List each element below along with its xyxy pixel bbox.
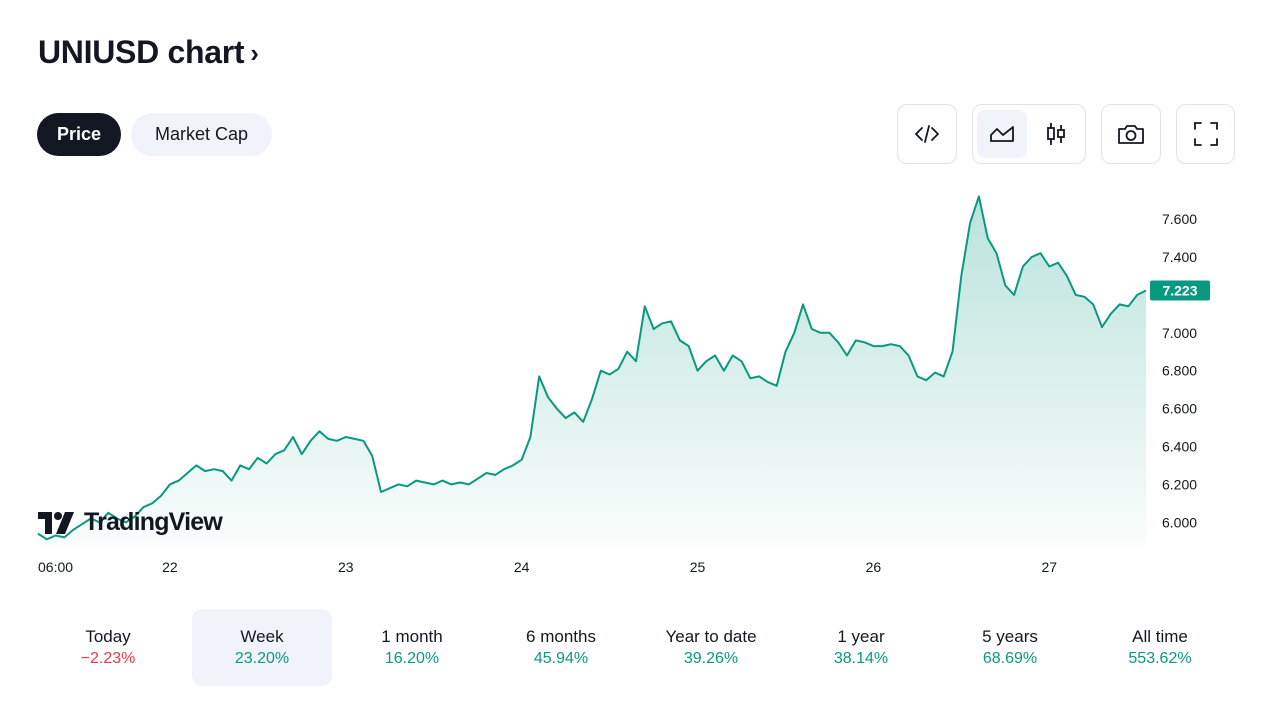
candlestick-icon bbox=[1047, 123, 1065, 145]
x-tick-label: 26 bbox=[866, 559, 882, 575]
tradingview-logo[interactable]: TradingView bbox=[38, 508, 223, 537]
period-change: −2.23% bbox=[80, 650, 136, 667]
period-change: 16.20% bbox=[384, 650, 440, 667]
candlestick-button[interactable] bbox=[1031, 110, 1081, 158]
area-chart-button[interactable] bbox=[977, 110, 1027, 158]
price-chart[interactable]: 7.6007.4007.2007.0006.8006.6006.4006.200… bbox=[0, 175, 1280, 585]
period-label: All time bbox=[1132, 627, 1188, 646]
tab-market-cap-label: Market Cap bbox=[154, 124, 249, 144]
y-tick-label: 6.200 bbox=[1162, 476, 1197, 492]
period-label: Today bbox=[85, 627, 131, 646]
period-label: 1 year bbox=[837, 627, 885, 646]
period-1-month[interactable]: 1 month 16.20% bbox=[342, 609, 482, 686]
period-5-years[interactable]: 5 years 68.69% bbox=[940, 609, 1080, 686]
y-tick-label: 7.000 bbox=[1162, 325, 1197, 341]
y-axis: 7.6007.4007.2007.0006.8006.6006.4006.200… bbox=[1162, 211, 1197, 530]
period-performance-row: Today −2.23% Week 23.20% 1 month 16.20% … bbox=[38, 609, 1242, 686]
x-tick-label: 23 bbox=[338, 559, 354, 575]
period-today[interactable]: Today −2.23% bbox=[38, 609, 178, 686]
price-line bbox=[37, 195, 1147, 541]
tradingview-logo-text: TradingView bbox=[84, 508, 223, 536]
period-change: 39.26% bbox=[683, 650, 739, 667]
period-6-months[interactable]: 6 months 45.94% bbox=[491, 609, 631, 686]
y-tick-label: 7.600 bbox=[1162, 211, 1197, 227]
chart-style-toggle bbox=[972, 104, 1086, 164]
page-title[interactable]: UNIUSD chart › bbox=[38, 34, 259, 71]
period-change: 38.14% bbox=[833, 650, 889, 667]
period-label: 1 month bbox=[381, 627, 443, 646]
price-area-fill bbox=[38, 196, 1146, 545]
x-tick-label: 22 bbox=[162, 559, 178, 575]
embed-button[interactable] bbox=[897, 104, 957, 164]
page-title-text: UNIUSD chart bbox=[38, 34, 245, 70]
period-label: 6 months bbox=[526, 627, 596, 646]
code-icon bbox=[915, 125, 939, 143]
period-change: 23.20% bbox=[234, 650, 290, 667]
period-week[interactable]: Week 23.20% bbox=[192, 609, 332, 686]
period-1-year[interactable]: 1 year 38.14% bbox=[791, 609, 931, 686]
chevron-right-icon: › bbox=[250, 38, 259, 68]
x-axis: 06:00 22 23 24 25 26 27 bbox=[38, 559, 1057, 575]
x-tick-label: 27 bbox=[1041, 559, 1057, 575]
x-tick-label: 06:00 bbox=[38, 559, 73, 575]
y-tick-label: 7.400 bbox=[1162, 249, 1197, 265]
current-price-tag: 7.223 bbox=[1150, 280, 1210, 301]
fullscreen-icon bbox=[1193, 122, 1218, 146]
tab-price-label: Price bbox=[56, 124, 102, 144]
tab-price[interactable]: Price bbox=[37, 113, 121, 156]
period-label: 5 years bbox=[982, 627, 1038, 646]
y-tick-label: 6.800 bbox=[1162, 363, 1197, 379]
snapshot-button[interactable] bbox=[1101, 104, 1161, 164]
period-change: 68.69% bbox=[982, 650, 1038, 667]
y-tick-label: 6.400 bbox=[1162, 438, 1197, 454]
fullscreen-button[interactable] bbox=[1176, 104, 1235, 164]
period-all-time[interactable]: All time 553.62% bbox=[1090, 609, 1230, 686]
camera-icon bbox=[1118, 125, 1144, 144]
period-year-to-date[interactable]: Year to date 39.26% bbox=[641, 609, 781, 686]
x-tick-label: 25 bbox=[690, 559, 706, 575]
tradingview-logo-icon bbox=[38, 511, 74, 534]
tab-market-cap[interactable]: Market Cap bbox=[131, 113, 272, 156]
current-price-label: 7.223 bbox=[1162, 283, 1197, 299]
period-change: 553.62% bbox=[1128, 650, 1192, 667]
y-tick-label: 6.600 bbox=[1162, 401, 1197, 417]
area-chart-icon bbox=[990, 126, 1014, 142]
x-tick-label: 24 bbox=[514, 559, 530, 575]
period-label: Year to date bbox=[665, 627, 757, 646]
period-label: Week bbox=[240, 627, 284, 646]
period-change: 45.94% bbox=[533, 650, 589, 667]
y-tick-label: 6.000 bbox=[1162, 514, 1197, 530]
